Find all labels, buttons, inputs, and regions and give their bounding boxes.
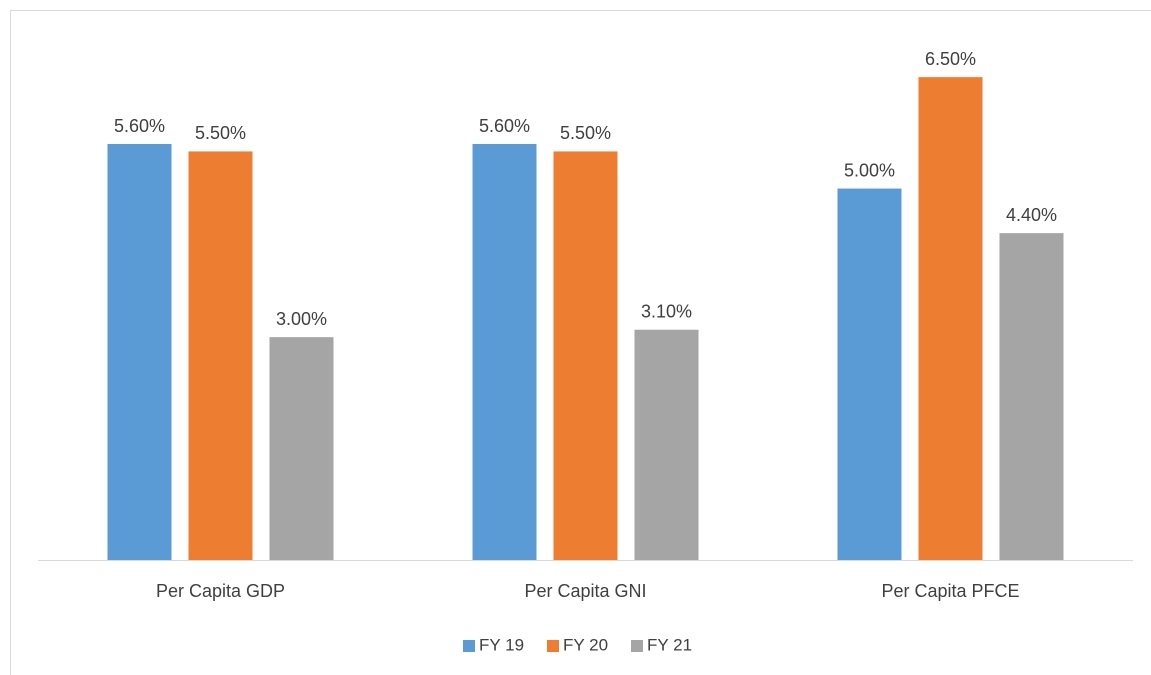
data-label: 4.40% xyxy=(1006,205,1057,225)
x-tick-label: Per Capita GNI xyxy=(524,581,646,601)
legend-text: FY 21 xyxy=(647,635,692,654)
bar xyxy=(553,151,618,560)
data-label: 5.50% xyxy=(195,123,246,143)
data-label: 3.00% xyxy=(276,309,327,329)
data-label: 5.50% xyxy=(560,123,611,143)
legend-text: FY 20 xyxy=(563,635,608,654)
bar xyxy=(472,144,537,560)
bar xyxy=(634,329,699,560)
bar xyxy=(999,233,1064,560)
chart-frame xyxy=(10,10,1151,675)
x-tick-label: Per Capita GDP xyxy=(156,581,285,601)
bar xyxy=(837,188,902,561)
bar xyxy=(188,151,253,560)
legend-text: FY 19 xyxy=(479,635,524,654)
bar xyxy=(918,77,983,561)
legend-swatch xyxy=(631,640,643,652)
x-tick-label: Per Capita PFCE xyxy=(881,581,1019,601)
bar xyxy=(107,144,172,560)
legend-swatch xyxy=(463,640,475,652)
data-label: 5.00% xyxy=(844,160,895,180)
legend-swatch xyxy=(547,640,559,652)
bar xyxy=(269,337,334,560)
data-label: 3.10% xyxy=(641,301,692,321)
data-label: 6.50% xyxy=(925,49,976,69)
data-label: 5.60% xyxy=(114,116,165,136)
data-label: 5.60% xyxy=(479,116,530,136)
